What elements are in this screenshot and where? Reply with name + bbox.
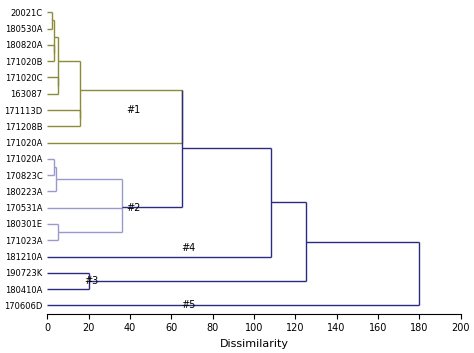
Text: #2: #2 — [126, 203, 140, 213]
Text: #3: #3 — [84, 276, 99, 286]
Text: #4: #4 — [182, 244, 196, 253]
Text: #5: #5 — [182, 300, 196, 310]
X-axis label: Dissimilarity: Dissimilarity — [219, 339, 289, 349]
Text: #1: #1 — [126, 105, 140, 115]
